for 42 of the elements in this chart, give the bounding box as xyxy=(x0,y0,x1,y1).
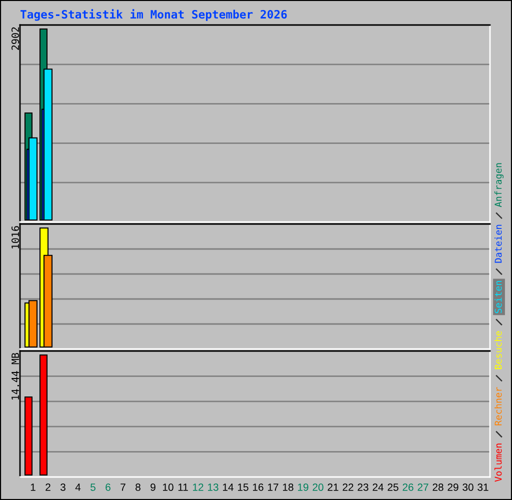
x-tick-label: 25 xyxy=(388,484,398,491)
x-tick-label: 8 xyxy=(136,484,140,491)
x-tick-label: 7 xyxy=(120,484,126,491)
x-tick-label: 5 xyxy=(90,484,96,491)
text: 2902 xyxy=(12,27,20,50)
x-tick-label: 4 xyxy=(75,484,81,491)
chart-title: Tages-Statistik im Monat September 2026 xyxy=(20,9,287,21)
x-tick-label: 12 xyxy=(193,484,204,491)
x-tick-label: 29 xyxy=(448,484,458,491)
x-tick-label: 23 xyxy=(358,484,368,491)
x-tick-label: 14 xyxy=(223,484,234,491)
text: Volumen xyxy=(494,444,502,482)
x-tick-label: 6 xyxy=(106,484,110,491)
x-tick-label: 3 xyxy=(60,484,66,491)
x-tick-label: 31 xyxy=(478,484,488,491)
x-tick-label: 17 xyxy=(268,484,278,491)
x-tick-label: 16 xyxy=(253,484,264,491)
x-tick-label: 19 xyxy=(298,484,308,491)
x-tick-label: 1 xyxy=(30,484,36,491)
x-tick-label: 24 xyxy=(372,484,384,491)
x-tick-label: 2 xyxy=(46,484,50,491)
x-tick-label: 21 xyxy=(328,484,338,491)
x-tick-label: 26 xyxy=(402,484,414,491)
x-tick-label: 22 xyxy=(342,484,354,491)
text: 1016 xyxy=(12,226,20,248)
text: Besuche xyxy=(494,331,502,370)
x-tick-label: 13 xyxy=(208,484,218,491)
x-tick-label: 28 xyxy=(432,484,444,491)
x-tick-label: 11 xyxy=(178,484,188,491)
text: 14.44 MB xyxy=(12,352,19,400)
x-tick-label: 15 xyxy=(238,484,248,491)
text: Dateien xyxy=(494,224,502,263)
text: Rechner xyxy=(494,387,502,426)
x-tick-label: 27 xyxy=(418,484,428,491)
x-tick-label: 30 xyxy=(462,484,474,491)
x-tick-label: 10 xyxy=(163,484,174,491)
x-tick-label: 20 xyxy=(312,484,324,491)
bar xyxy=(28,300,38,348)
x-tick-label: 18 xyxy=(283,484,294,491)
text: Anfragen xyxy=(494,163,504,208)
x-tick-label: 9 xyxy=(150,484,156,491)
text: Seiten xyxy=(494,280,502,314)
